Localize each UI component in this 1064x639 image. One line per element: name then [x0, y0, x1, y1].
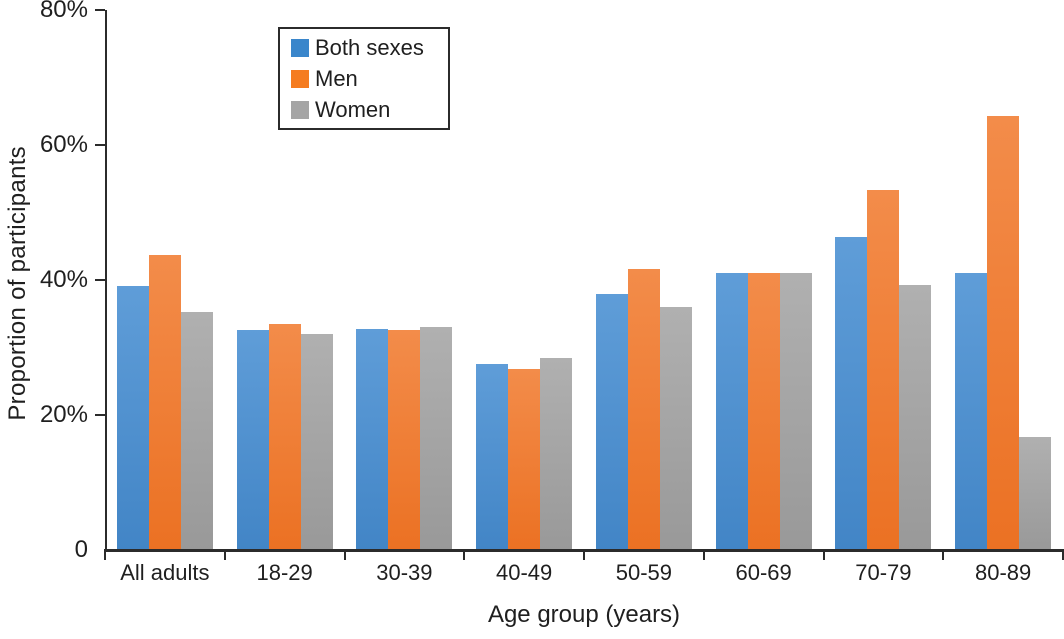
legend-item-both-sexes: Both sexes	[291, 34, 448, 60]
bar-women-18-29	[300, 334, 333, 550]
x-tick-label-80-89: 80-89	[974, 560, 1032, 585]
legend-item-women: Women	[291, 96, 448, 122]
bar-women-70-79	[899, 285, 932, 550]
bar-men-40-49	[508, 369, 541, 550]
x-tick-mark-5	[702, 552, 705, 560]
y-tick-mark-20	[95, 414, 105, 416]
x-tick-label-60-69: 60-69	[735, 560, 792, 585]
bar-both-sexes-18-29	[236, 329, 269, 550]
legend-swatch-women	[291, 100, 309, 119]
bar-men-70-79	[867, 190, 900, 550]
bar-women-40-49	[540, 357, 573, 550]
x-tick-label-all-adults: All adults	[120, 560, 210, 585]
y-tick-label-40: 40%	[39, 266, 88, 293]
x-tick-label-30-39: 30-39	[376, 560, 433, 585]
bar-both-sexes-60-69	[715, 272, 748, 550]
x-tick-mark-8	[1062, 552, 1064, 560]
x-tick-mark-6	[822, 552, 825, 560]
bar-women-30-39	[420, 327, 453, 550]
bar-both-sexes-70-79	[835, 236, 868, 550]
y-tick-mark-40	[95, 279, 105, 281]
x-tick-mark-2	[343, 552, 346, 560]
x-axis-line	[104, 549, 1064, 552]
legend-swatch-both-sexes	[291, 38, 309, 57]
bar-both-sexes-30-39	[356, 329, 389, 550]
plot-area	[105, 10, 1063, 550]
bar-men-50-59	[627, 268, 660, 550]
x-tick-label-40-49: 40-49	[495, 560, 553, 585]
legend-label: Both sexes	[315, 34, 424, 60]
y-tick-label-80: 80%	[39, 0, 88, 23]
bar-both-sexes-80-89	[955, 273, 988, 550]
legend-swatch-men	[291, 69, 309, 88]
legend: Both sexes Men Women	[278, 27, 450, 130]
bar-both-sexes-all-adults	[116, 286, 149, 550]
x-tick-label-18-29: 18-29	[256, 560, 313, 585]
x-tick-label-50-59: 50-59	[615, 560, 673, 585]
y-tick-mark-60	[95, 144, 105, 146]
x-tick-label-70-79: 70-79	[855, 560, 912, 585]
x-axis-title: Age group (years)	[487, 601, 681, 628]
bar-women-80-89	[1019, 437, 1052, 550]
x-tick-mark-4	[583, 552, 585, 560]
bar-women-50-59	[659, 307, 692, 550]
x-tick-mark-7	[942, 552, 945, 560]
bar-both-sexes-50-59	[595, 294, 628, 550]
x-tick-mark-1	[223, 552, 226, 560]
bar-men-all-adults	[148, 255, 181, 550]
bar-men-30-39	[388, 329, 421, 550]
bar-women-all-adults	[180, 311, 213, 550]
y-tick-label-20: 20%	[39, 401, 88, 428]
bar-both-sexes-40-49	[476, 363, 509, 550]
y-axis-line	[105, 10, 107, 551]
legend-item-men: Men	[291, 65, 448, 91]
legend-label: Men	[315, 65, 358, 91]
y-tick-label-0: 0	[74, 536, 88, 563]
y-tick-label-60: 60%	[39, 131, 88, 158]
x-tick-mark-3	[463, 552, 466, 560]
bar-men-80-89	[987, 115, 1020, 550]
legend-label: Women	[315, 96, 391, 122]
bar-women-60-69	[779, 273, 812, 550]
x-tick-mark-0	[104, 552, 106, 560]
bar-men-18-29	[268, 323, 301, 550]
bar-men-60-69	[747, 272, 780, 550]
y-tick-mark-80	[95, 9, 105, 11]
